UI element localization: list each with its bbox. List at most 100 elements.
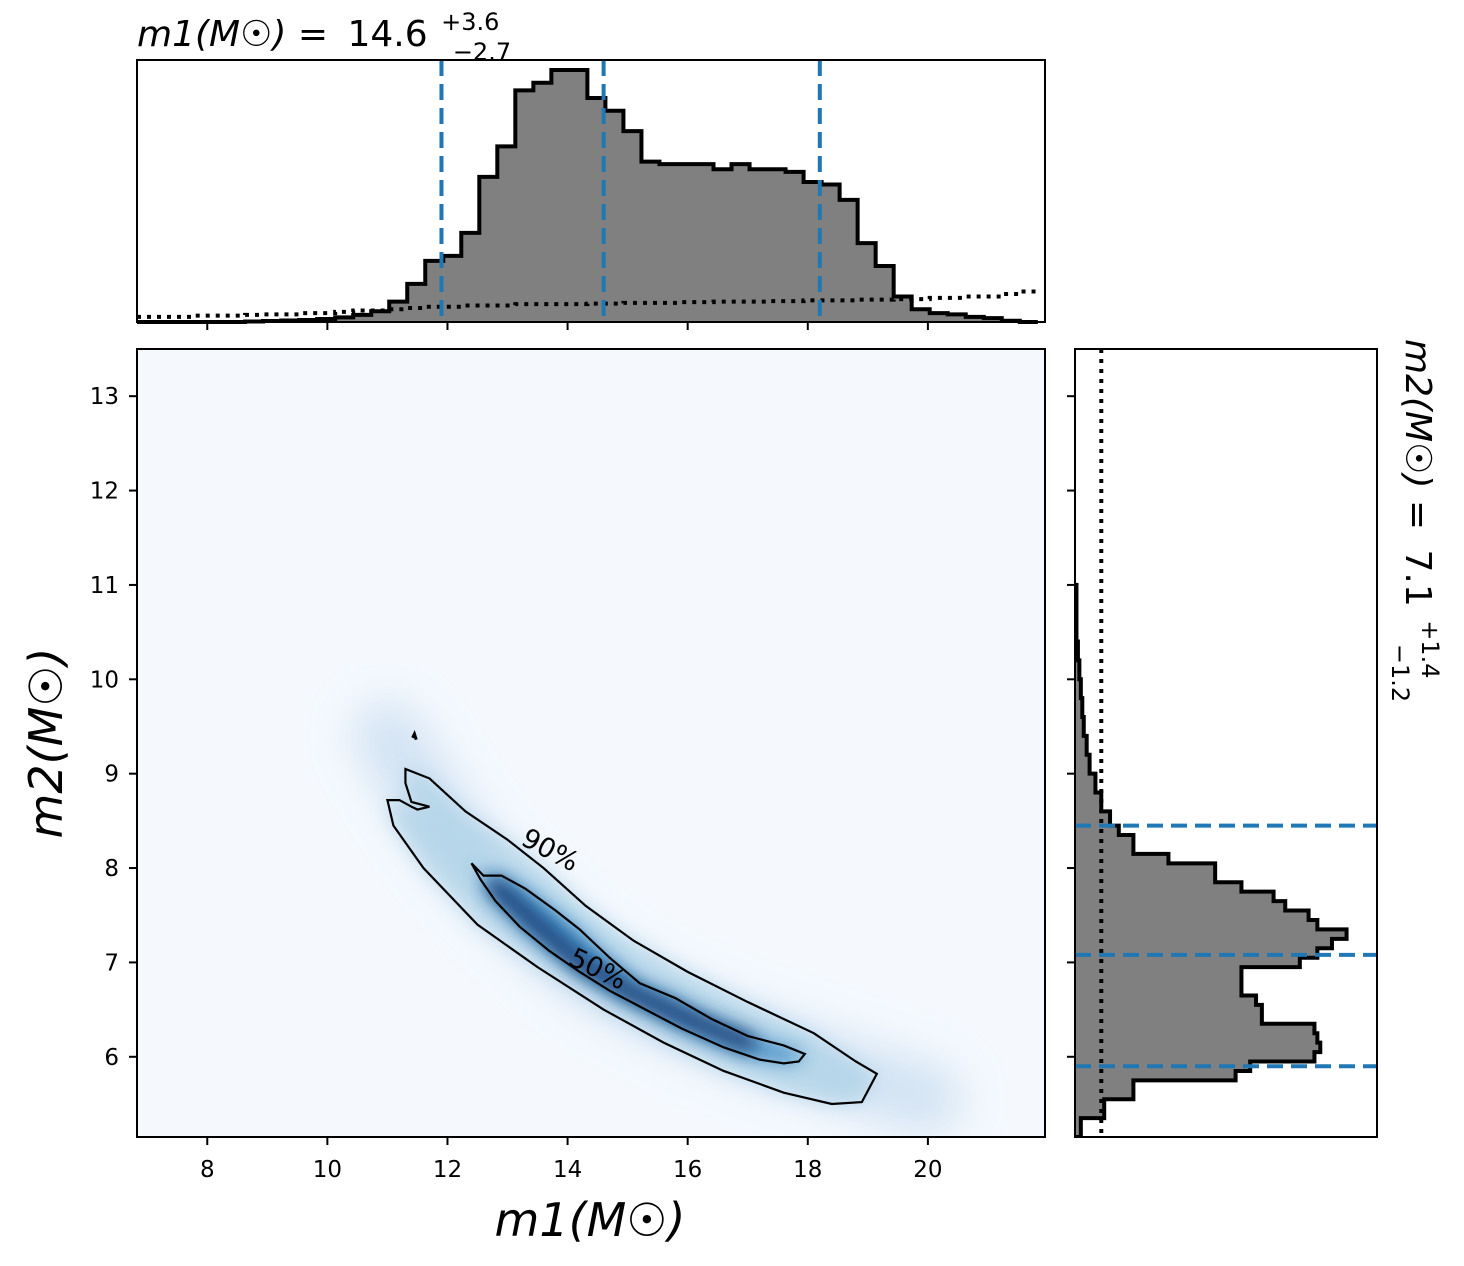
- m2-histogram-bar: [1075, 882, 1242, 893]
- m1-histogram-bar: [893, 296, 913, 322]
- y-tick-label: 8: [104, 856, 119, 882]
- m2-histogram-bar: [1075, 863, 1216, 874]
- m1-histogram-bar: [443, 255, 462, 322]
- x-tick-label: 16: [673, 1157, 702, 1183]
- m2-histogram-bar: [1075, 754, 1090, 775]
- m1-marginal-ticks: [206, 322, 929, 330]
- m2-histogram-bar: [1075, 1023, 1315, 1034]
- y-tick-label: 12: [90, 479, 119, 505]
- m2-histogram-bar: [1075, 929, 1347, 940]
- y-tick-label: 11: [90, 573, 119, 599]
- contour-island: [411, 729, 418, 741]
- m2-histogram-bar: [1075, 967, 1242, 978]
- m2-histogram-bar: [1075, 872, 1216, 883]
- x-tick-label: 18: [793, 1157, 822, 1183]
- m2-histogram-bar: [1075, 835, 1134, 845]
- m1-histogram-bar: [497, 146, 516, 322]
- m1-histogram-bar: [713, 169, 733, 322]
- m2-histogram-bar: [1075, 901, 1286, 912]
- m1-histogram-bar: [407, 283, 426, 322]
- joint-frame: [136, 348, 1046, 1138]
- m1-histogram-bar: [515, 90, 534, 322]
- y-tick-label: 10: [90, 667, 119, 693]
- contour-90: [386, 767, 879, 1106]
- m1-prior-histogram: [137, 289, 1038, 319]
- y-axis-label: m2(M☉): [19, 648, 73, 839]
- m1-histogram: [137, 68, 1038, 324]
- m2-histogram-bar: [1075, 1004, 1262, 1015]
- m1-histogram-bar: [965, 316, 985, 322]
- y-tick-label: 6: [104, 1045, 119, 1071]
- m2-histogram-bar: [1075, 698, 1083, 718]
- y-tick-label: 7: [104, 950, 119, 976]
- m2-histogram-outline: [1075, 582, 1349, 1137]
- m1-histogram-bar: [587, 98, 606, 322]
- m2-marginal-ticks: [1067, 395, 1075, 1058]
- m2-histogram-bar: [1075, 1033, 1318, 1044]
- m2-histogram-bar: [1075, 825, 1119, 836]
- m2-histogram-bar: [1075, 1080, 1134, 1100]
- density-50-region: [471, 863, 805, 1064]
- m2-histogram-bar: [1075, 919, 1318, 930]
- m1-histogram-bar: [839, 199, 859, 322]
- m1-marginal-frame: [136, 59, 1046, 323]
- m2-histogram-bar: [1075, 1014, 1262, 1025]
- m2-histogram-bar: [1075, 1070, 1236, 1081]
- m1-histogram-bar: [371, 311, 390, 322]
- m1-histogram-bar: [533, 82, 552, 323]
- x-tick-label: 14: [553, 1157, 582, 1183]
- m1-histogram-bar: [947, 314, 967, 322]
- m1-marginal-panel: m1(M☉) = 14.6 +3.6 −2.7: [136, 8, 1046, 330]
- m2-histogram-bar: [1075, 773, 1096, 794]
- m2-histogram: [1075, 582, 1349, 1137]
- m1-histogram-bar: [479, 176, 498, 322]
- m2-marginal-panel: m2(M☉) = 7.1 +1.4 −1.2: [1067, 339, 1454, 1138]
- x-tick-label: 10: [313, 1157, 342, 1183]
- x-tick-label: 12: [433, 1157, 462, 1183]
- m1-histogram-bar: [803, 182, 823, 322]
- contour-lines: [386, 729, 879, 1106]
- m2-histogram-bar: [1075, 938, 1332, 949]
- joint-density-heatmap: [352, 700, 963, 1135]
- m1-histogram-bar: [659, 164, 678, 322]
- x-axis-ticks: 8 10 12 14 16 18 20: [200, 1137, 943, 1183]
- m2-histogram-bar: [1075, 1042, 1321, 1053]
- m2-histogram-bar: [1075, 844, 1134, 855]
- m1-histogram-bar: [569, 70, 588, 322]
- x-axis-label: m1(M☉): [495, 1193, 686, 1247]
- m1-histogram-bar: [677, 164, 696, 322]
- m1-histogram-bar: [353, 314, 372, 322]
- m1-histogram-bar: [929, 313, 949, 322]
- m2-histogram-bar: [1075, 853, 1169, 864]
- m1-histogram-bar: [731, 164, 751, 322]
- m1-histogram-bar: [335, 317, 354, 322]
- x-tick-label: 8: [200, 1157, 215, 1183]
- m2-quantile-lines: [1075, 823, 1377, 1069]
- m1-histogram-bar: [875, 266, 895, 322]
- m1-histogram-bar: [623, 131, 642, 322]
- x-tick-label: 20: [913, 1157, 942, 1183]
- m2-histogram-bar: [1075, 679, 1081, 699]
- m1-histogram-bar: [767, 169, 787, 322]
- joint-background: [137, 349, 1045, 1137]
- m1-histogram-bar: [389, 301, 408, 322]
- m1-histogram-bar: [911, 309, 931, 322]
- m2-histogram-bar: [1075, 957, 1300, 968]
- m2-histogram-bar: [1075, 1118, 1081, 1137]
- m1-quantile-lines: [439, 60, 822, 322]
- m2-marginal-frame: [1074, 348, 1378, 1138]
- m2-histogram-bar: [1075, 995, 1257, 1006]
- m1-prior-outline: [137, 289, 1038, 319]
- m2-histogram-bar: [1075, 717, 1084, 737]
- m1-histogram-bar: [749, 169, 769, 322]
- m2-title: m2(M☉) = 7.1 +1.4 −1.2: [1386, 339, 1454, 702]
- m1-histogram-bar: [461, 232, 480, 322]
- m1-histogram-bar: [821, 184, 841, 322]
- m2-histogram-bar: [1075, 986, 1242, 996]
- m1-histogram-bar: [857, 243, 877, 322]
- m1-histogram-bar: [641, 161, 660, 322]
- m2-histogram-bar: [1075, 792, 1102, 812]
- m2-histogram-bar: [1075, 1052, 1315, 1063]
- m2-histogram-bar: [1075, 1099, 1105, 1119]
